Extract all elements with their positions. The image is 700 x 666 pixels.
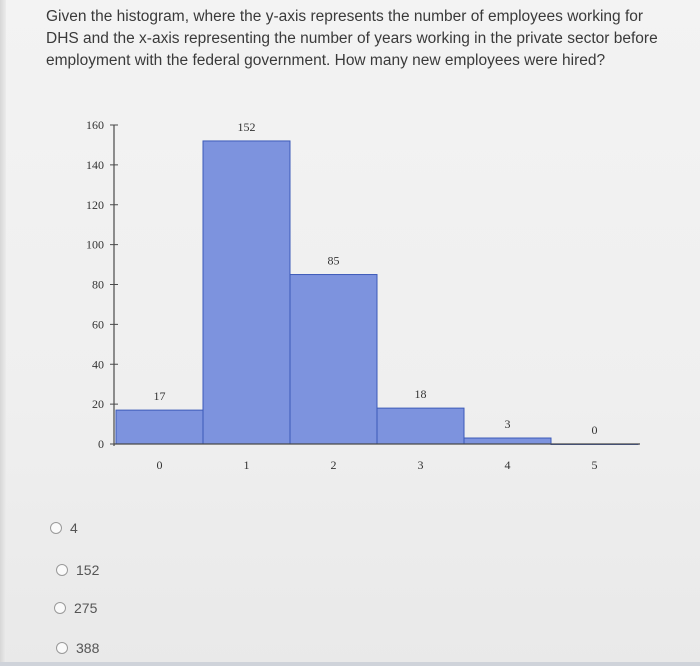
histogram-bar: [289, 274, 378, 445]
option-152[interactable]: 152: [56, 562, 99, 578]
histogram-bar: [202, 140, 291, 445]
bar-data-label: 152: [238, 120, 256, 134]
y-tick-label: 160: [86, 118, 104, 132]
bar-data-label: 0: [592, 423, 598, 437]
option-label: 152: [76, 562, 100, 578]
bottom-bar: [0, 662, 700, 666]
y-tick-label: 20: [92, 397, 104, 411]
y-tick-label: 0: [98, 437, 104, 451]
bar-data-label: 3: [505, 417, 511, 431]
y-tick-label: 60: [92, 317, 104, 331]
x-tick-label: 3: [418, 458, 424, 472]
option-275[interactable]: 275: [54, 600, 97, 616]
histogram-bar: [115, 409, 204, 445]
option-label: 275: [74, 600, 98, 616]
y-tick-label: 40: [92, 357, 104, 371]
x-tick-label: 0: [157, 458, 163, 472]
radio-icon[interactable]: [54, 602, 66, 614]
option-label: 388: [76, 640, 100, 656]
y-tick-label: 80: [92, 278, 104, 292]
left-edge: [0, 0, 6, 666]
y-tick-label: 140: [86, 158, 104, 172]
radio-icon[interactable]: [50, 522, 62, 534]
x-tick-label: 1: [244, 458, 250, 472]
radio-icon[interactable]: [56, 564, 68, 576]
y-tick-label: 100: [86, 238, 104, 252]
x-tick-label: 2: [331, 458, 337, 472]
histogram-bar: [463, 437, 552, 445]
histogram-chart: 0 20 40 60 80 100 120 140 160 0 1 2 3 4 5 17 152 85 18 3 0: [86, 118, 640, 472]
bar-data-label: 85: [328, 254, 340, 268]
radio-icon[interactable]: [56, 642, 68, 654]
option-4[interactable]: 4: [50, 520, 78, 536]
option-388[interactable]: 388: [56, 640, 99, 656]
bar-data-label: 17: [154, 389, 166, 403]
x-tick-label: 5: [592, 458, 598, 472]
bar-data-label: 18: [415, 387, 427, 401]
x-tick-label: 4: [505, 458, 511, 472]
histogram-bar: [376, 407, 465, 445]
option-label: 4: [70, 520, 78, 536]
question-text: Given the histogram, where the y-axis re…: [46, 8, 658, 69]
y-tick-label: 120: [86, 198, 104, 212]
